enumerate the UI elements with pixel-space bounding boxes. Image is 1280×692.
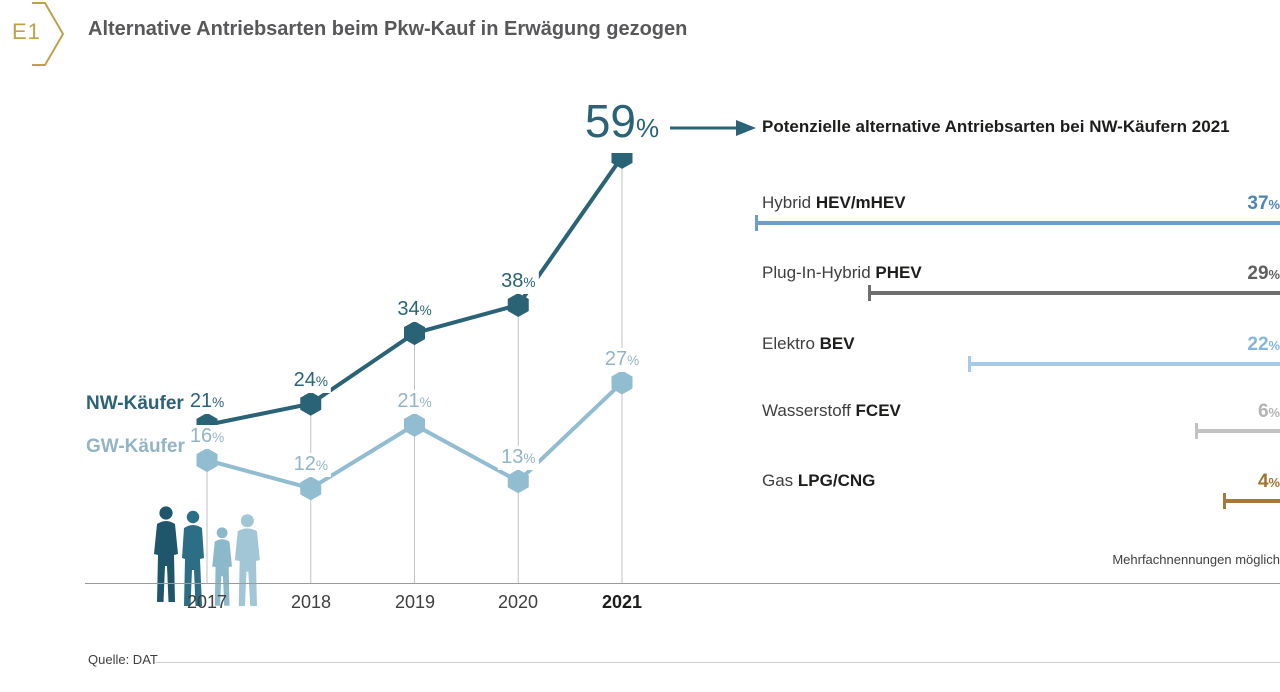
bar-value: 22%	[1247, 334, 1280, 355]
bar	[967, 356, 1280, 372]
bar-category-label: Wasserstoff FCEV	[762, 401, 901, 420]
percent-sign: %	[1268, 405, 1280, 420]
year-label-2018: 2018	[290, 592, 332, 612]
highlight-percent-sign: %	[636, 113, 660, 143]
bar	[1194, 423, 1280, 439]
year-label-2020: 2020	[497, 592, 539, 612]
bar	[754, 215, 1280, 231]
bar-start-tick	[754, 215, 758, 231]
person-silhouette	[234, 514, 260, 607]
bar-category-label: Elektro BEV	[762, 334, 855, 353]
hexagon-marker	[507, 469, 529, 494]
bar-category-label: Hybrid HEV/mHEV	[762, 193, 906, 212]
person-silhouette	[154, 506, 178, 602]
bar-row-phev: Plug-In-Hybrid PHEV 29%	[762, 263, 1280, 303]
hexagon-marker	[507, 292, 529, 317]
percent-sign: %	[1268, 197, 1280, 212]
source-divider-line	[156, 662, 1280, 663]
x-axis-line	[85, 583, 1280, 584]
source-label: Quelle: DAT	[88, 652, 158, 667]
highlight-value: 59%	[560, 96, 684, 153]
year-label-2021: 2021	[601, 592, 643, 612]
bar-start-tick	[1223, 493, 1227, 509]
legend-gw-kaeufer: GW-Käufer	[86, 436, 185, 457]
bar-category-label: Gas LPG/CNG	[762, 471, 876, 490]
hexagon-marker	[404, 321, 425, 346]
hexagon-marker	[196, 412, 218, 437]
person-silhouette	[212, 527, 232, 606]
bar	[1223, 493, 1280, 509]
bar-value: 37%	[1247, 193, 1280, 214]
person-silhouette	[182, 510, 204, 606]
bar-start-tick	[1194, 423, 1198, 439]
page-title: Alternative Antriebsarten beim Pkw-Kauf …	[88, 18, 688, 40]
percent-sign: %	[1268, 475, 1280, 490]
bar-category-label: Plug-In-Hybrid PHEV	[762, 263, 922, 282]
bar-panel-title: Potenzielle alternative Antriebsarten be…	[762, 117, 1230, 136]
hexagon-marker	[300, 391, 322, 416]
bar-row-fcev: Wasserstoff FCEV 6%	[762, 401, 1280, 441]
hexagon-marker	[404, 412, 425, 437]
percent-sign: %	[1268, 338, 1280, 353]
bar-row-hybrid: Hybrid HEV/mHEV 37%	[754, 193, 1280, 233]
bar-value: 4%	[1257, 471, 1280, 492]
percent-sign: %	[1268, 267, 1280, 282]
chapter-badge-hexagon	[32, 2, 65, 66]
people-silhouettes	[154, 506, 260, 607]
bar-start-tick	[967, 356, 971, 372]
hexagon-marker	[300, 476, 322, 501]
bar-row-bev: Elektro BEV 22%	[762, 334, 1280, 374]
bar-row-lpg-cng: Gas LPG/CNG 4%	[762, 471, 1280, 511]
year-label-2017: 2017	[186, 592, 228, 612]
chapter-badge-label: E1	[12, 19, 41, 44]
multiple-answers-note: Mehrfachnennungen möglich	[1112, 552, 1280, 567]
bar-value: 29%	[1247, 263, 1280, 284]
bar-value: 6%	[1257, 401, 1280, 422]
legend-nw-kaeufer: NW-Käufer	[86, 393, 184, 414]
bar-start-tick	[868, 285, 872, 301]
arrow-icon	[670, 120, 756, 136]
bar	[868, 285, 1280, 301]
hexagon-marker	[611, 370, 633, 395]
highlight-number: 59	[584, 95, 637, 147]
year-label-2019: 2019	[394, 592, 436, 612]
hexagon-marker	[196, 448, 218, 473]
